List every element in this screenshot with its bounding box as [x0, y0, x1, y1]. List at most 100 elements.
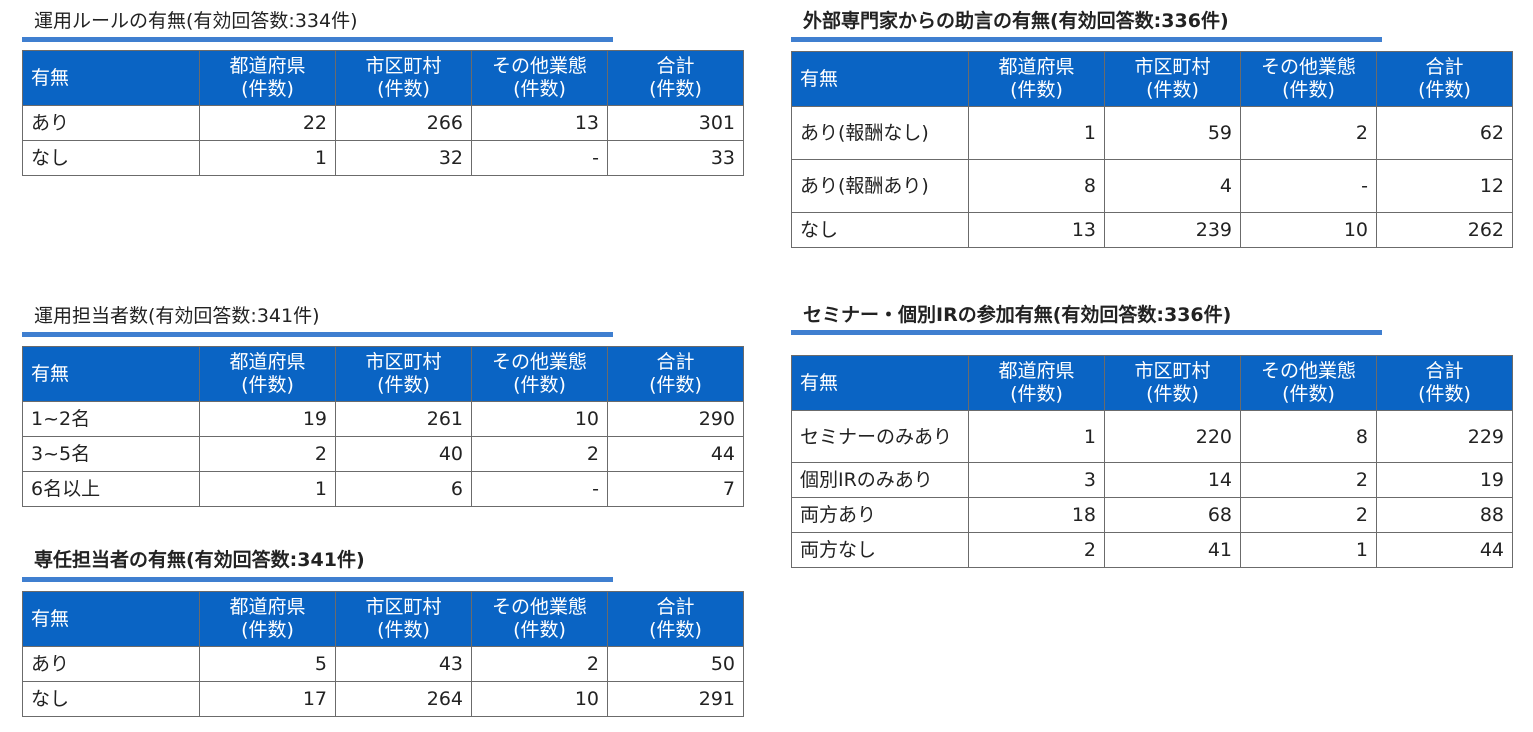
- cell-prefectures: 1: [968, 106, 1105, 160]
- cell-other: 10: [1240, 212, 1377, 248]
- cell-prefectures: 19: [199, 401, 336, 437]
- row-label: あり(報酬なし): [791, 106, 969, 160]
- row-label: なし: [22, 681, 200, 717]
- cell-other: 8: [1240, 410, 1377, 463]
- header-cell-total: 合計 (件数): [1376, 355, 1513, 411]
- cell-other: 2: [471, 436, 608, 472]
- row-label: なし: [22, 140, 200, 176]
- row-label: なし: [791, 212, 969, 248]
- cell-total: 301: [607, 105, 744, 141]
- table-header-row: 有無 都道府県 (件数) 市区町村 (件数) その他業態 (件数) 合計 (件数): [22, 346, 744, 402]
- table-row: あり(報酬なし) 1 59 2 62: [791, 106, 1513, 160]
- title-underline: [791, 37, 1382, 42]
- cell-prefectures: 1: [199, 471, 336, 507]
- data-table: 有無 都道府県 (件数) 市区町村 (件数) その他業態 (件数) 合計 (件数) あり…: [22, 591, 744, 717]
- cell-municipalities: 4: [1104, 159, 1241, 213]
- header-cell-prefectures: 都道府県 (件数): [199, 50, 336, 106]
- table-title: セミナー・個別IRの参加有無(有効回答数:336件): [803, 304, 1232, 326]
- header-cell-status: 有無: [22, 50, 200, 106]
- cell-prefectures: 22: [199, 105, 336, 141]
- cell-municipalities: 14: [1104, 462, 1241, 498]
- table-header-row: 有無 都道府県 (件数) 市区町村 (件数) その他業態 (件数) 合計 (件数): [22, 50, 744, 106]
- row-label: セミナーのみあり: [791, 410, 969, 463]
- table-title: 運用担当者数(有効回答数:341件): [34, 305, 320, 327]
- header-cell-status: 有無: [791, 355, 969, 411]
- row-label: 個別IRのみあり: [791, 462, 969, 498]
- row-label: 3~5名: [22, 436, 200, 472]
- header-cell-other: その他業態 (件数): [471, 50, 608, 106]
- row-label: あり(報酬あり): [791, 159, 969, 213]
- cell-municipalities: 266: [335, 105, 472, 141]
- cell-total: 19: [1376, 462, 1513, 498]
- table-title: 運用ルールの有無(有効回答数:334件): [34, 10, 358, 32]
- table-title: 外部専門家からの助言の有無(有効回答数:336件): [803, 10, 1229, 32]
- cell-other: 2: [1240, 462, 1377, 498]
- table-row: あり 5 43 2 50: [22, 646, 744, 682]
- cell-total: 12: [1376, 159, 1513, 213]
- cell-municipalities: 43: [335, 646, 472, 682]
- cell-total: 290: [607, 401, 744, 437]
- cell-other: -: [1240, 159, 1377, 213]
- header-cell-other: その他業態 (件数): [1240, 51, 1377, 107]
- header-cell-municipalities: 市区町村 (件数): [335, 50, 472, 106]
- table-row: あり 22 266 13 301: [22, 105, 744, 141]
- cell-total: 33: [607, 140, 744, 176]
- header-cell-total: 合計 (件数): [607, 50, 744, 106]
- cell-total: 229: [1376, 410, 1513, 463]
- row-label: あり: [22, 646, 200, 682]
- header-cell-status: 有無: [22, 591, 200, 647]
- cell-prefectures: 18: [968, 497, 1105, 533]
- cell-prefectures: 17: [199, 681, 336, 717]
- row-label: 6名以上: [22, 471, 200, 507]
- cell-other: 1: [1240, 532, 1377, 568]
- cell-prefectures: 1: [199, 140, 336, 176]
- table-row: なし 1 32 - 33: [22, 140, 744, 176]
- data-table: 有無 都道府県 (件数) 市区町村 (件数) その他業態 (件数) 合計 (件数) あり…: [22, 50, 744, 176]
- table-row: 個別IRのみあり 3 14 2 19: [791, 462, 1513, 498]
- header-cell-other: その他業態 (件数): [471, 346, 608, 402]
- cell-other: -: [471, 140, 608, 176]
- cell-other: 2: [1240, 497, 1377, 533]
- row-label: あり: [22, 105, 200, 141]
- header-cell-municipalities: 市区町村 (件数): [335, 346, 472, 402]
- table-row: セミナーのみあり 1 220 8 229: [791, 410, 1513, 463]
- cell-municipalities: 6: [335, 471, 472, 507]
- header-cell-status: 有無: [791, 51, 969, 107]
- row-label: 1~2名: [22, 401, 200, 437]
- header-cell-prefectures: 都道府県 (件数): [199, 591, 336, 647]
- table-row: なし 17 264 10 291: [22, 681, 744, 717]
- header-cell-prefectures: 都道府県 (件数): [968, 355, 1105, 411]
- table-row: なし 13 239 10 262: [791, 212, 1513, 248]
- cell-prefectures: 2: [968, 532, 1105, 568]
- table-row: あり(報酬あり) 8 4 - 12: [791, 159, 1513, 213]
- table-row: 3~5名 2 40 2 44: [22, 436, 744, 472]
- header-cell-total: 合計 (件数): [607, 346, 744, 402]
- cell-total: 7: [607, 471, 744, 507]
- cell-municipalities: 261: [335, 401, 472, 437]
- row-label: 両方なし: [791, 532, 969, 568]
- cell-other: 2: [1240, 106, 1377, 160]
- cell-total: 291: [607, 681, 744, 717]
- title-underline: [22, 332, 613, 337]
- cell-municipalities: 41: [1104, 532, 1241, 568]
- cell-prefectures: 5: [199, 646, 336, 682]
- cell-other: 13: [471, 105, 608, 141]
- cell-prefectures: 1: [968, 410, 1105, 463]
- title-underline: [22, 37, 613, 42]
- title-underline: [22, 577, 613, 582]
- table-header-row: 有無 都道府県 (件数) 市区町村 (件数) その他業態 (件数) 合計 (件数): [22, 591, 744, 647]
- table-header-row: 有無 都道府県 (件数) 市区町村 (件数) その他業態 (件数) 合計 (件数): [791, 355, 1513, 411]
- title-underline: [791, 330, 1382, 335]
- cell-total: 88: [1376, 497, 1513, 533]
- header-cell-municipalities: 市区町村 (件数): [335, 591, 472, 647]
- data-table: 有無 都道府県 (件数) 市区町村 (件数) その他業態 (件数) 合計 (件数) セミ…: [791, 355, 1513, 568]
- cell-prefectures: 8: [968, 159, 1105, 213]
- table-title: 専任担当者の有無(有効回答数:341件): [34, 549, 365, 571]
- table-row: 両方なし 2 41 1 44: [791, 532, 1513, 568]
- data-table: 有無 都道府県 (件数) 市区町村 (件数) その他業態 (件数) 合計 (件数) あり…: [791, 51, 1513, 248]
- row-label: 両方あり: [791, 497, 969, 533]
- cell-total: 50: [607, 646, 744, 682]
- cell-municipalities: 264: [335, 681, 472, 717]
- cell-municipalities: 40: [335, 436, 472, 472]
- table-row: 6名以上 1 6 - 7: [22, 471, 744, 507]
